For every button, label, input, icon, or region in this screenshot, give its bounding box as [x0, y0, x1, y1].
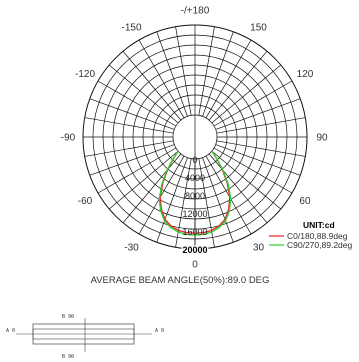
grid-spoke — [202, 31, 234, 117]
grid-spoke — [156, 31, 188, 117]
grid-spoke — [108, 150, 179, 210]
radial-tick-label: 0 — [192, 155, 197, 165]
series-curves — [158, 150, 232, 236]
beam-angle-text: AVERAGE BEAM ANGLE(50%):89.0 DEG — [91, 275, 270, 286]
grid-spoke — [97, 80, 177, 127]
grid-spoke — [213, 147, 293, 194]
angle-label: 0 — [192, 260, 198, 271]
grid-spoke — [89, 144, 175, 176]
angle-label: 150 — [250, 23, 267, 34]
grid-spoke — [215, 144, 301, 176]
polar-grid — [82, 24, 308, 250]
grid-spoke — [175, 26, 192, 116]
grid-spoke — [213, 80, 293, 127]
grid-spoke — [198, 26, 215, 116]
angle-label: -/+180 — [181, 6, 210, 17]
grid-spoke — [97, 147, 177, 194]
angle-label: 120 — [297, 69, 314, 80]
grid-spoke — [215, 98, 301, 130]
angle-label: -30 — [124, 242, 139, 253]
diagram-right-label: A 0 — [155, 328, 164, 334]
angle-label: -150 — [121, 23, 141, 34]
grid-spoke — [156, 157, 188, 243]
angle-label: -120 — [75, 69, 95, 80]
angle-label: -60 — [78, 196, 93, 207]
grid-spoke — [108, 64, 179, 124]
series-line-c0-180 — [159, 150, 231, 234]
radial-tick-labels: 0 4000 8000 12000 16000 20000 — [181, 155, 209, 256]
grid-spoke — [202, 157, 234, 243]
radial-tick-label: 12000 — [182, 209, 207, 219]
angle-label: 30 — [253, 242, 265, 253]
diagram-top-label: B 90 — [62, 314, 74, 320]
grid-spoke — [208, 50, 268, 121]
angle-label: 90 — [316, 133, 328, 144]
angle-labels: -/+180 -150 150 -120 120 -90 90 -60 60 -30 30 0 — [61, 6, 328, 271]
grid-spoke — [205, 39, 252, 119]
radial-tick-label: 8000 — [185, 191, 205, 201]
grid-spoke — [89, 98, 175, 130]
grid-spoke — [211, 64, 282, 124]
grid-spoke — [122, 153, 182, 224]
series-line-c90-270 — [158, 150, 232, 236]
grid-spoke — [216, 117, 306, 134]
legend-label-c0: C0/180,88.9deg — [287, 231, 348, 241]
grid-spoke — [211, 150, 282, 210]
diagram-left-label: A 0 — [6, 328, 15, 334]
angle-label: 60 — [299, 196, 311, 207]
grid-spoke — [84, 117, 174, 134]
legend: UNIT:cd C0/180,88.9deg C90/270,89.2deg — [269, 220, 352, 250]
grid-spoke — [138, 39, 185, 119]
grid-spoke — [205, 155, 252, 235]
radial-tick-label: 4000 — [185, 173, 205, 183]
radial-tick-label: 20000 — [182, 245, 207, 255]
grid-spoke — [84, 140, 174, 157]
legend-label-c90: C90/270,89.2deg — [287, 240, 352, 250]
grid-spoke — [138, 155, 185, 235]
diagram-bottom-label: B 90 — [62, 354, 74, 360]
angle-label: -90 — [61, 133, 76, 144]
orientation-diagram: B 90 B 90 A 0 A 0 — [6, 314, 164, 360]
grid-spoke — [216, 140, 306, 157]
grid-spoke — [208, 153, 268, 224]
grid-spoke — [122, 50, 182, 121]
unit-label: UNIT:cd — [303, 220, 335, 230]
radial-tick-label: 16000 — [182, 227, 207, 237]
